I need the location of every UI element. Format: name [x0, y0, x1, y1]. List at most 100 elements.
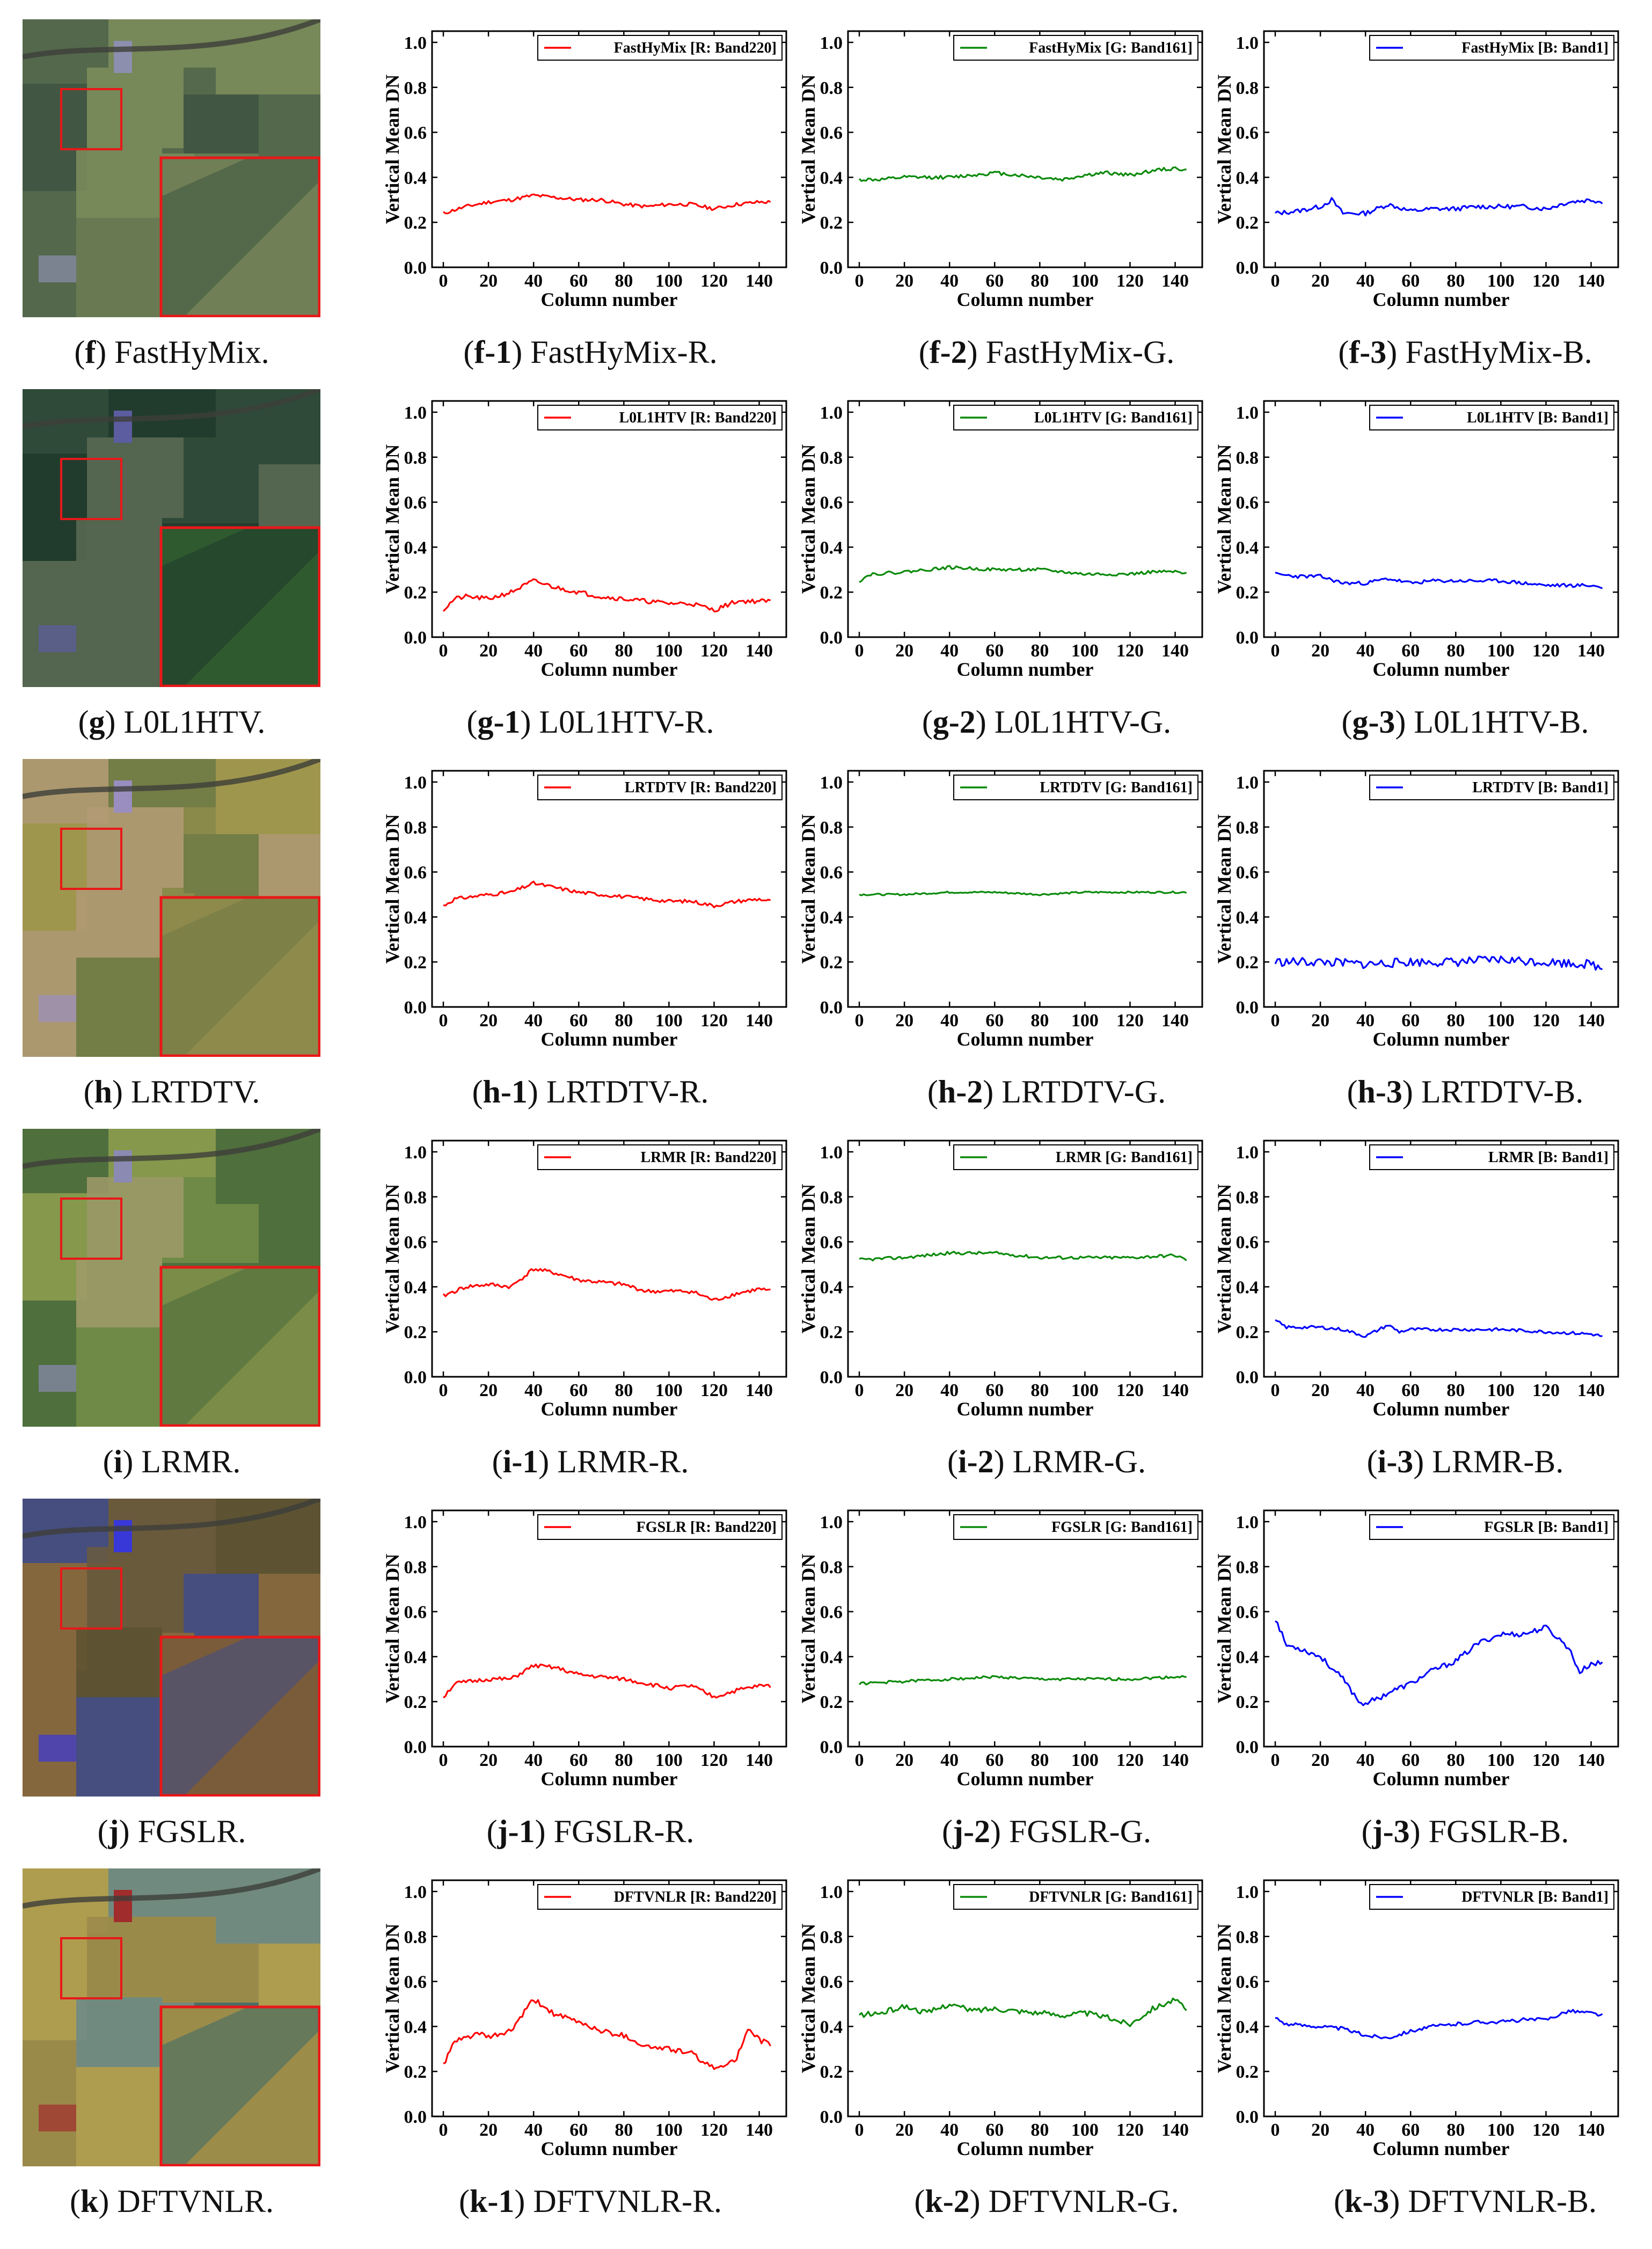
- zoom-detail: [161, 1267, 320, 1427]
- x-tick-label: 140: [1577, 2120, 1605, 2140]
- legend-box: [537, 1144, 783, 1170]
- y-tick-label: 0.0: [1236, 1737, 1259, 1757]
- chart-caption: (f-3) FastHyMix-B.: [1338, 334, 1592, 370]
- x-tick-label: 60: [569, 2120, 588, 2140]
- legend-box: [1369, 405, 1614, 430]
- y-tick-label: 0.4: [404, 538, 427, 558]
- x-tick-label: 20: [1311, 1011, 1329, 1031]
- x-tick-label: 0: [1271, 1750, 1280, 1770]
- x-tick-label: 0: [439, 1011, 448, 1031]
- y-tick-label: 0.6: [820, 1973, 843, 1992]
- x-tick-label: 120: [1116, 1381, 1144, 1400]
- x-tick-label: 120: [1532, 1381, 1560, 1400]
- line-chart-r: 0.0 0.2 0.4 0.6 0.8 1.0 0 20 40 60 80 100 120 140 Colu…: [378, 1129, 802, 1429]
- y-tick-label: 1.0: [820, 1143, 843, 1163]
- x-tick-label: 140: [1577, 271, 1605, 291]
- y-tick-label: 0.6: [820, 1233, 843, 1253]
- row-g: (g) L0L1HTV. 0.0 0.2 0.4 0.6 0.8 1.0 0 20 40 60 80 1…: [0, 370, 1652, 740]
- y-axis-label: Vertical Mean DN: [798, 75, 819, 224]
- y-axis-label: Vertical Mean DN: [1214, 1554, 1235, 1704]
- caption-text: DFTVNLR-B.: [1408, 2184, 1597, 2219]
- field-patch: [216, 1868, 320, 1944]
- line-chart-b: 0.0 0.2 0.4 0.6 0.8 1.0 0 20 40 60 80 100 120 140 Colu…: [1210, 1499, 1634, 1799]
- y-tick-label: 0.2: [820, 1323, 843, 1342]
- x-tick-label: 140: [1161, 1011, 1189, 1031]
- chart-svg: 0.0 0.2 0.4 0.6 0.8 1.0 0 20 40 60 80 100 120 140 Colu…: [798, 1509, 1203, 1790]
- x-tick-label: 40: [1356, 1750, 1375, 1770]
- x-tick-label: 120: [700, 2120, 728, 2140]
- x-axis-label: Column number: [540, 1398, 677, 1420]
- y-tick-label: 0.0: [404, 998, 427, 1018]
- x-axis-label: Column number: [540, 659, 677, 680]
- x-tick-label: 0: [855, 1381, 864, 1400]
- y-tick-label: 0.8: [1236, 1558, 1259, 1578]
- legend-label: LRMR [G: Band161]: [1056, 1149, 1193, 1166]
- roi-box: [60, 88, 122, 150]
- road-line: [23, 389, 320, 429]
- y-tick-label: 0.8: [404, 1188, 427, 1208]
- image-canvas: [23, 389, 320, 687]
- x-tick-label: 60: [1401, 1011, 1420, 1031]
- zoom-detail: [161, 1637, 320, 1797]
- result-image-l0l1htv: [23, 389, 320, 687]
- caption-label: g: [89, 704, 105, 740]
- x-tick-label: 20: [895, 1381, 913, 1400]
- y-tick-label: 0.4: [820, 2017, 843, 2037]
- legend-label: FGSLR [B: Band1]: [1484, 1519, 1609, 1536]
- y-axis-label: Vertical Mean DN: [798, 814, 819, 964]
- x-tick-label: 40: [524, 2120, 543, 2140]
- caption-label: j-2: [952, 1814, 990, 1849]
- x-tick-label: 0: [439, 1750, 448, 1770]
- y-tick-label: 0.8: [820, 1927, 843, 1947]
- y-tick-label: 1.0: [1236, 1513, 1259, 1532]
- y-tick-label: 1.0: [404, 1513, 427, 1532]
- y-tick-label: 0.0: [820, 2107, 843, 2127]
- caption-label: f-1: [474, 334, 512, 370]
- series-line: [859, 1251, 1187, 1262]
- x-axis-label: Column number: [540, 1768, 677, 1790]
- result-image-fasthymix: [23, 19, 320, 317]
- caption-text: FastHyMix-G.: [985, 334, 1175, 370]
- line-chart-r: 0.0 0.2 0.4 0.6 0.8 1.0 0 20 40 60 80 100 120 140 Colu…: [378, 1499, 802, 1799]
- y-tick-label: 0.6: [1236, 1973, 1259, 1992]
- chart-caption: (i-3) LRMR-B.: [1366, 1444, 1564, 1479]
- x-tick-label: 40: [524, 1011, 543, 1031]
- x-tick-label: 120: [1116, 2120, 1144, 2140]
- line-chart-g: 0.0 0.2 0.4 0.6 0.8 1.0 0 20 40 60 80 100 120 140 Colu…: [794, 19, 1218, 320]
- y-axis-label: Vertical Mean DN: [1214, 444, 1235, 594]
- x-tick-label: 100: [1071, 1381, 1099, 1400]
- x-tick-label: 80: [1030, 641, 1049, 661]
- x-tick-label: 0: [439, 2120, 448, 2140]
- x-tick-label: 80: [615, 1011, 633, 1031]
- row-i: (i) LRMR. 0.0 0.2 0.4 0.6 0.8 1.0 0 20 40 60 80 100 1…: [0, 1109, 1652, 1479]
- caption-label: f: [85, 334, 96, 370]
- plot-frame: [1263, 1509, 1619, 1748]
- caption-text: LRMR.: [141, 1444, 241, 1479]
- zoom-border: [159, 1635, 320, 1797]
- y-tick-label: 0.6: [404, 493, 427, 513]
- y-tick-label: 0.2: [404, 2062, 427, 2082]
- x-tick-label: 40: [524, 271, 543, 291]
- x-tick-label: 20: [895, 641, 913, 661]
- legend-label: LRTDTV [G: Band161]: [1040, 779, 1193, 796]
- y-tick-label: 0.0: [820, 258, 843, 278]
- series-line: [1275, 2009, 1603, 2040]
- caption-text: DFTVNLR.: [117, 2184, 274, 2219]
- x-tick-label: 0: [1271, 2120, 1280, 2140]
- chart-caption: (k-2) DFTVNLR-G.: [914, 2184, 1179, 2219]
- field-patch: [184, 464, 259, 523]
- caption-label: h-1: [483, 1074, 528, 1109]
- x-axis-label: Column number: [1372, 1398, 1509, 1420]
- field-patch: [87, 1177, 184, 1258]
- x-axis-label: Column number: [956, 289, 1093, 310]
- y-tick-label: 0.8: [1236, 448, 1259, 468]
- x-tick-label: 80: [615, 2120, 633, 2140]
- series-line: [443, 193, 771, 215]
- chart-caption: (k-3) DFTVNLR-B.: [1333, 2184, 1597, 2219]
- legend-box: [953, 1884, 1198, 1910]
- zoom-border: [159, 526, 320, 687]
- y-tick-label: 0.2: [820, 213, 843, 233]
- legend-box: [537, 775, 783, 800]
- road-line: [23, 1129, 320, 1169]
